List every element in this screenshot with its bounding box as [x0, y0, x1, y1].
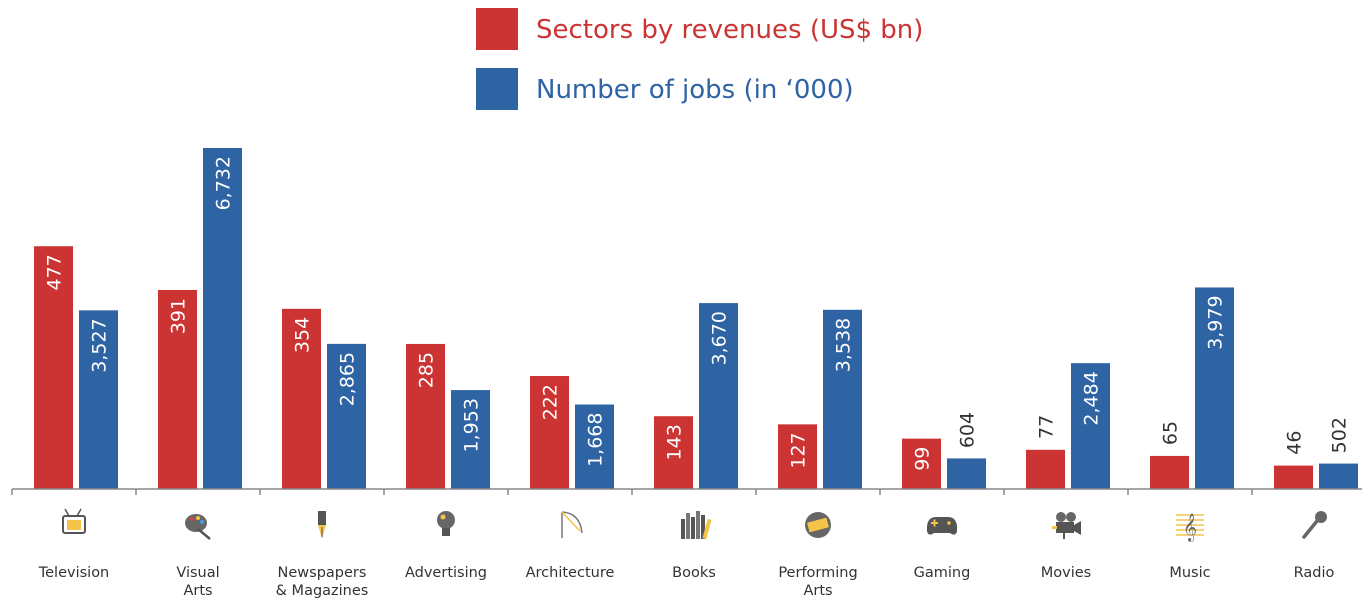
revenue-bar-4: [406, 343, 445, 489]
jobs-bar-6: [699, 303, 738, 489]
jobs-bar-1: [79, 310, 118, 489]
category-icons: 𝄞: [62, 508, 1327, 542]
drafting-compass-icon: [561, 511, 583, 538]
jobs-value-label-10: 3,979: [1205, 295, 1227, 349]
jobs-value-label-5: 1,668: [585, 413, 607, 467]
gamepad-icon: [926, 517, 958, 535]
legend-label-1: Sectors by revenues (US$ bn): [536, 15, 923, 45]
revenue-value-label-1: 477: [44, 254, 66, 290]
category-label-6: Books: [672, 565, 716, 581]
jobs-bar-11: [1319, 463, 1358, 489]
legend-swatch-1: [476, 8, 518, 50]
jobs-value-label-4: 1,953: [461, 398, 483, 452]
television-icon: [62, 508, 86, 534]
category-label-10: Music: [1169, 565, 1210, 581]
revenue-bar-7: [778, 424, 817, 489]
category-label-1: Television: [38, 565, 110, 581]
jobs-bar-2: [203, 148, 242, 489]
category-label-9: Movies: [1041, 565, 1091, 581]
x-axis-ticks: [11, 489, 1253, 495]
treble-clef-icon: 𝄞: [1176, 513, 1204, 542]
revenue-value-label-11: 46: [1284, 431, 1306, 455]
jobs-value-label-1: 3,527: [89, 318, 111, 372]
revenue-value-label-2: 391: [168, 298, 190, 334]
revenue-value-label-4: 285: [416, 352, 438, 388]
category-label-3-line-2: & Magazines: [276, 583, 369, 599]
jobs-bar-8: [947, 458, 986, 489]
revenue-bar-10: [1150, 455, 1189, 489]
revenue-bar-8: [902, 438, 941, 489]
revenue-bar-2: [158, 289, 197, 489]
revenue-bar-11: [1274, 465, 1313, 489]
revenue-value-label-5: 222: [540, 384, 562, 420]
category-label-4: Advertising: [405, 565, 487, 581]
jobs-bar-10: [1195, 287, 1234, 489]
lightbulb-icon: [437, 511, 455, 536]
legend-swatch-2: [476, 68, 518, 110]
fountain-pen-icon: [318, 511, 326, 539]
category-label-2-line-2: Arts: [183, 583, 212, 599]
jobs-bar-9: [1071, 363, 1110, 489]
revenue-bar-6: [654, 416, 693, 489]
ticket-icon: [805, 512, 831, 538]
jobs-value-label-8: 604: [957, 412, 979, 448]
microphone-icon: [1302, 511, 1327, 539]
jobs-bar-5: [575, 404, 614, 489]
revenue-value-label-10: 65: [1160, 421, 1182, 445]
revenue-value-label-3: 354: [292, 317, 314, 353]
category-label-2-line-1: Visual: [176, 565, 219, 581]
revenue-value-label-7: 127: [788, 432, 810, 468]
film-camera-icon: [1052, 512, 1081, 539]
jobs-bar-4: [451, 390, 490, 489]
jobs-value-label-11: 502: [1329, 417, 1351, 453]
jobs-value-label-6: 3,670: [709, 311, 731, 365]
legend-label-2: Number of jobs (in ‘000): [536, 75, 854, 105]
bars: 477 391 354 285 222 143 127 99 77 65 46 3,527 6,732 2…: [34, 148, 1358, 489]
jobs-value-label-3: 2,865: [337, 352, 359, 406]
jobs-value-label-9: 2,484: [1081, 371, 1103, 425]
category-labels: Television Visual Arts Newspapers & Magazine…: [38, 565, 1335, 599]
svg-text:𝄞: 𝄞: [1183, 513, 1197, 542]
legend: Sectors by revenues (US$ bn) Number of jo…: [476, 8, 923, 110]
revenue-bar-9: [1026, 449, 1065, 489]
jobs-bar-3: [327, 343, 366, 489]
category-label-7-line-1: Performing: [778, 565, 857, 581]
revenue-bar-3: [282, 308, 321, 489]
revenue-value-label-9: 77: [1036, 415, 1058, 439]
category-label-5: Architecture: [526, 565, 615, 581]
category-label-7-line-2: Arts: [803, 583, 832, 599]
revenue-bar-1: [34, 246, 73, 489]
palette-icon: [185, 514, 211, 540]
revenue-bar-5: [530, 376, 569, 489]
jobs-bar-7: [823, 309, 862, 489]
category-label-11: Radio: [1294, 565, 1335, 581]
jobs-value-label-2: 6,732: [213, 156, 235, 210]
category-label-3-line-1: Newspapers: [278, 565, 367, 581]
revenue-value-label-6: 143: [664, 424, 686, 460]
jobs-value-label-7: 3,538: [833, 318, 855, 372]
revenue-value-label-8: 99: [912, 447, 934, 471]
category-label-8: Gaming: [914, 565, 971, 581]
books-icon: [681, 511, 712, 540]
